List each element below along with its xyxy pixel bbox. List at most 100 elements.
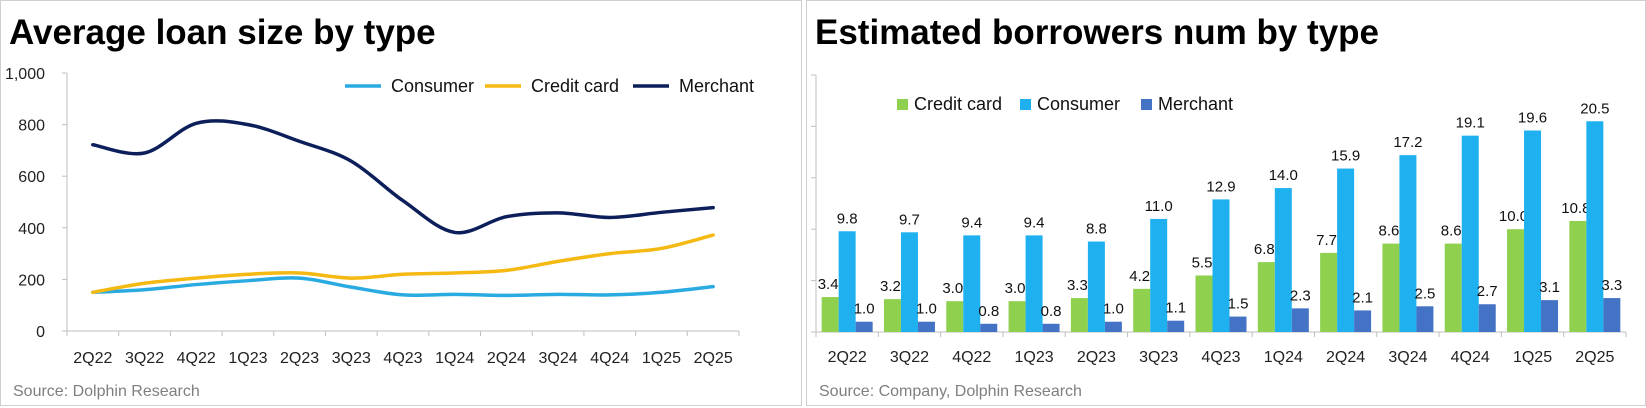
x-tick-label: 1Q23 [1015, 349, 1054, 366]
data-label-credit-card: 10.8 [1561, 200, 1590, 217]
loan-size-chart-title: Average loan size by type [9, 13, 436, 52]
data-label-consumer: 19.6 [1518, 110, 1547, 127]
y-tick-label: 800 [18, 118, 45, 135]
data-label-consumer: 20.5 [1580, 100, 1609, 117]
data-label-merchant: 2.3 [1290, 287, 1311, 304]
bar-merchant [1478, 304, 1496, 332]
bar-credit-card [1444, 243, 1462, 332]
data-label-merchant: 1.0 [1103, 301, 1124, 318]
bar-merchant [917, 321, 935, 332]
bar-consumer [963, 235, 981, 332]
loan-size-chart-panel: Average loan size by type 0 200 400 600 800 1… [0, 0, 802, 406]
bar-credit-card [1133, 288, 1151, 332]
data-label-merchant: 3.1 [1539, 279, 1560, 296]
legend-label: Consumer [1037, 94, 1120, 114]
bar-consumer [838, 231, 856, 332]
loan-size-chart-source: Source: Dolphin Research [13, 383, 200, 400]
data-label-consumer: 9.8 [837, 210, 858, 227]
x-tick-label: 1Q24 [1264, 349, 1303, 366]
legend-swatch [1020, 99, 1031, 110]
legend-label: Credit card [914, 94, 1002, 114]
x-tick-label: 2Q23 [1077, 349, 1116, 366]
bar-merchant [1104, 321, 1122, 332]
data-label-merchant: 0.8 [978, 303, 999, 320]
series-line-consumer [91, 276, 715, 298]
series-line-credit-card [91, 233, 715, 295]
data-label-consumer: 12.9 [1206, 178, 1235, 195]
x-tick-label: 3Q23 [332, 350, 371, 367]
x-tick-label: 2Q22 [73, 350, 112, 367]
borrowers-chart-source: Source: Company, Dolphin Research [819, 383, 1082, 400]
x-tick-label: 2Q24 [1326, 349, 1365, 366]
x-tick-label: 4Q24 [590, 350, 629, 367]
x-tick-label: 3Q24 [539, 350, 578, 367]
x-tick-label: 4Q23 [1201, 349, 1240, 366]
x-tick-label: 2Q24 [487, 350, 526, 367]
data-label-consumer: 8.8 [1086, 221, 1107, 238]
y-tick-label: 1,000 [5, 66, 45, 83]
y-tick-label: 600 [18, 169, 45, 186]
data-label-credit-card: 5.5 [1192, 254, 1213, 271]
x-tick-label: 2Q23 [280, 350, 319, 367]
bar-merchant [1541, 300, 1559, 332]
x-tick-label: 3Q22 [890, 349, 929, 366]
bar-credit-card [946, 301, 964, 332]
loan-size-line-chart: 0 200 400 600 800 1,000 2Q22 3Q22 4Q22 1Q23 2Q23 3Q… [5, 66, 754, 367]
bar-consumer [900, 232, 918, 332]
bar-merchant [1354, 310, 1372, 332]
bar-consumer [1025, 235, 1043, 332]
bar-consumer [1150, 218, 1168, 332]
data-label-credit-card: 3.4 [818, 276, 839, 293]
bar-consumer [1212, 199, 1230, 332]
x-tick-label: 1Q23 [228, 350, 267, 367]
bar-consumer [1461, 135, 1479, 332]
y-tick-label: 200 [18, 272, 45, 289]
legend-label: Merchant [1158, 94, 1233, 114]
data-label-merchant: 2.7 [1477, 283, 1498, 300]
data-label-merchant: 2.1 [1352, 289, 1373, 306]
x-tick-label: 4Q22 [952, 349, 991, 366]
bar-credit-card [1320, 252, 1338, 332]
x-tick-label: 4Q23 [383, 350, 422, 367]
bar-merchant [980, 323, 998, 332]
bar-consumer [1586, 121, 1604, 332]
bar-merchant [1167, 320, 1185, 332]
bar-merchant [1229, 316, 1247, 332]
series-line-merchant [91, 119, 715, 235]
data-label-merchant: 1.1 [1165, 300, 1186, 317]
data-label-consumer: 9.4 [961, 214, 982, 231]
data-label-merchant: 0.8 [1041, 303, 1062, 320]
data-label-credit-card: 3.3 [1067, 277, 1088, 294]
data-label-credit-card: 7.7 [1316, 232, 1337, 249]
data-label-merchant: 1.0 [854, 301, 875, 318]
borrowers-bar-chart: 05101520252Q223Q224Q221Q232Q233Q234Q231Q… [811, 74, 1627, 366]
data-label-credit-card: 8.6 [1441, 223, 1462, 240]
legend-label: Consumer [391, 76, 474, 96]
bar-merchant [1416, 306, 1434, 332]
legend-swatch [1141, 99, 1152, 110]
legend-label: Merchant [679, 76, 754, 96]
x-tick-label: 1Q25 [642, 350, 681, 367]
data-label-merchant: 1.5 [1228, 296, 1249, 313]
borrowers-chart-panel: Estimated borrowers num by type 05101520… [806, 0, 1646, 406]
bar-consumer [1524, 130, 1542, 332]
bar-credit-card [883, 299, 901, 332]
bar-merchant [1042, 323, 1060, 332]
data-label-consumer: 19.1 [1456, 115, 1485, 132]
data-label-consumer: 9.4 [1024, 214, 1045, 231]
bar-consumer [1274, 188, 1292, 332]
bar-credit-card [1070, 298, 1088, 332]
bar-consumer [1399, 155, 1417, 332]
bar-credit-card [821, 297, 839, 332]
bar-consumer [1337, 168, 1355, 332]
x-tick-label: 4Q24 [1451, 349, 1490, 366]
x-tick-label: 3Q22 [125, 350, 164, 367]
bar-merchant [1291, 308, 1309, 332]
data-label-consumer: 15.9 [1331, 148, 1360, 165]
data-label-credit-card: 3.2 [880, 278, 901, 295]
x-tick-label: 2Q22 [828, 349, 867, 366]
x-tick-label: 3Q24 [1388, 349, 1427, 366]
legend-label: Credit card [531, 76, 619, 96]
data-label-credit-card: 3.0 [942, 280, 963, 297]
data-label-credit-card: 10.0 [1499, 208, 1528, 225]
